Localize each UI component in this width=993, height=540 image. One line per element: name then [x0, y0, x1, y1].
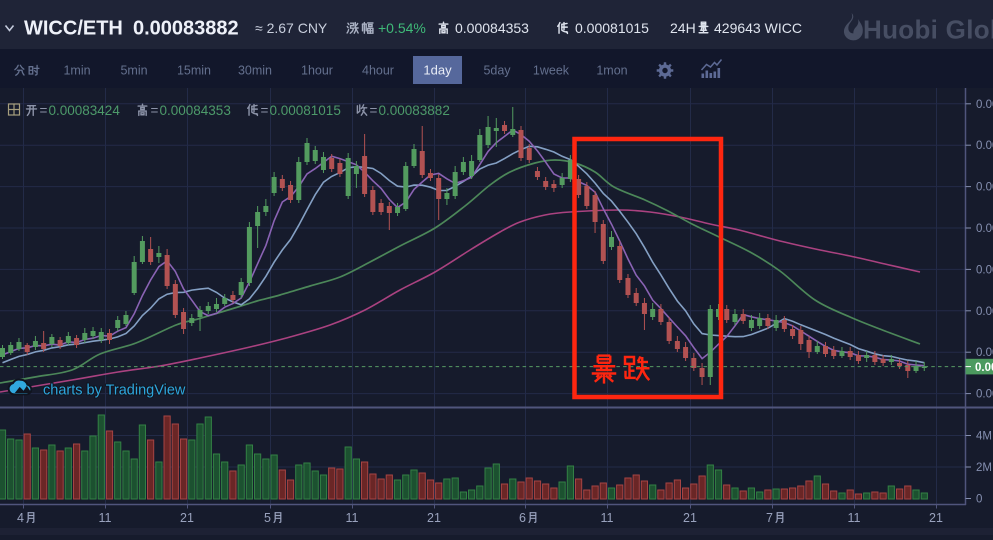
svg-text:30min: 30min	[238, 64, 272, 78]
svg-text:0: 0	[976, 494, 982, 506]
svg-text:0.00083882: 0.00083882	[133, 18, 239, 40]
svg-text:=: =	[40, 103, 48, 118]
svg-text:11: 11	[848, 511, 861, 525]
svg-text:21: 21	[683, 511, 697, 525]
svg-text:0.00: 0.00	[976, 264, 993, 276]
svg-text:charts by TradingView: charts by TradingView	[43, 383, 186, 399]
svg-text:11: 11	[99, 511, 112, 525]
svg-text:1min: 1min	[63, 64, 90, 78]
svg-text:2M: 2M	[976, 462, 992, 474]
svg-text:21: 21	[427, 511, 441, 525]
svg-text:WICC/ETH: WICC/ETH	[24, 18, 123, 40]
svg-text:0.00: 0.00	[976, 140, 993, 152]
svg-text:0.00083882: 0.00083882	[379, 103, 450, 118]
svg-text:0.00: 0.00	[975, 362, 993, 374]
svg-text:0.00: 0.00	[976, 389, 993, 401]
svg-text:0.00083424: 0.00083424	[49, 103, 121, 118]
svg-text:0.00: 0.00	[976, 223, 993, 235]
svg-text:5: 5	[264, 511, 271, 525]
svg-text:21: 21	[180, 511, 194, 525]
svg-text:0.00: 0.00	[976, 347, 993, 359]
svg-text:4: 4	[17, 511, 24, 525]
svg-text:0.00084353: 0.00084353	[160, 103, 231, 118]
svg-text:=: =	[151, 103, 159, 118]
svg-text:5min: 5min	[120, 64, 147, 78]
svg-text:21: 21	[929, 511, 943, 525]
svg-text:=: =	[370, 103, 378, 118]
svg-text:0.00: 0.00	[976, 182, 993, 194]
svg-text:1day: 1day	[423, 63, 452, 78]
svg-text:429643 WICC: 429643 WICC	[714, 20, 802, 36]
svg-text:≈ 2.67 CNY: ≈ 2.67 CNY	[255, 20, 328, 36]
svg-text:11: 11	[346, 511, 359, 525]
svg-text:24H: 24H	[670, 20, 696, 36]
svg-text:0.00081015: 0.00081015	[270, 103, 341, 118]
svg-text:Huobi Glob: Huobi Glob	[863, 15, 993, 45]
svg-text:5day: 5day	[483, 64, 511, 78]
svg-text:4M: 4M	[976, 431, 992, 443]
svg-text:6: 6	[519, 511, 526, 525]
svg-text:11: 11	[601, 511, 614, 525]
svg-text:0.00081015: 0.00081015	[575, 20, 649, 36]
svg-text:0.00084353: 0.00084353	[455, 20, 529, 36]
svg-text:+0.54%: +0.54%	[378, 20, 426, 36]
svg-text:0.00: 0.00	[976, 99, 993, 111]
svg-text:1mon: 1mon	[596, 64, 627, 78]
svg-text:0.00: 0.00	[976, 306, 993, 318]
svg-text:7: 7	[766, 511, 773, 525]
svg-text:15min: 15min	[177, 64, 211, 78]
svg-text:1hour: 1hour	[301, 64, 333, 78]
svg-text:4hour: 4hour	[362, 64, 394, 78]
svg-text:=: =	[261, 103, 269, 118]
svg-text:1week: 1week	[533, 64, 570, 78]
